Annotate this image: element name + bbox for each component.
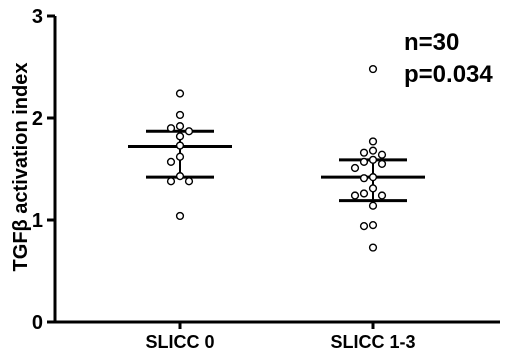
data-point [175, 141, 185, 150]
data-point [359, 189, 369, 198]
data-point [368, 201, 378, 210]
data-point [368, 146, 378, 155]
annotation-p: p=0.034 [404, 61, 493, 88]
data-point [368, 64, 378, 74]
data-point [359, 148, 369, 157]
x-tick-label: SLICC 0 [145, 332, 214, 352]
data-point [166, 124, 176, 133]
data-point [184, 127, 194, 136]
data-point [368, 243, 378, 252]
y-tick-label: 0 [32, 312, 43, 334]
annotation-n: n=30 [404, 29, 459, 56]
data-point [350, 163, 360, 173]
x-tick-label: SLICC 1-3 [330, 332, 415, 352]
data-point [368, 155, 378, 164]
data-point [350, 191, 360, 200]
y-tick-label: 2 [32, 108, 43, 130]
data-point [368, 137, 378, 146]
data-point [368, 184, 378, 193]
y-tick-label: 3 [32, 6, 43, 28]
data-point [175, 122, 185, 131]
data-point [359, 222, 369, 231]
data-point [175, 132, 185, 141]
data-point [166, 177, 176, 186]
data-point [377, 159, 387, 169]
data-point [359, 174, 369, 183]
data-point [184, 177, 194, 186]
y-tick-label: 1 [32, 210, 43, 232]
data-point [166, 157, 176, 166]
data-point [368, 173, 378, 182]
data-point [359, 157, 369, 166]
data-point [175, 89, 185, 98]
data-point [368, 221, 378, 230]
y-axis-title: TGFβ activation index [10, 63, 32, 272]
data-point [175, 211, 185, 221]
data-point [175, 172, 185, 181]
marks [128, 64, 425, 252]
axes: 0 1 2 3 SLICC 0 SLICC 1-3 [32, 6, 500, 352]
data-point [175, 152, 185, 161]
data-point [175, 110, 185, 120]
data-point [377, 191, 387, 200]
data-point [377, 150, 387, 159]
